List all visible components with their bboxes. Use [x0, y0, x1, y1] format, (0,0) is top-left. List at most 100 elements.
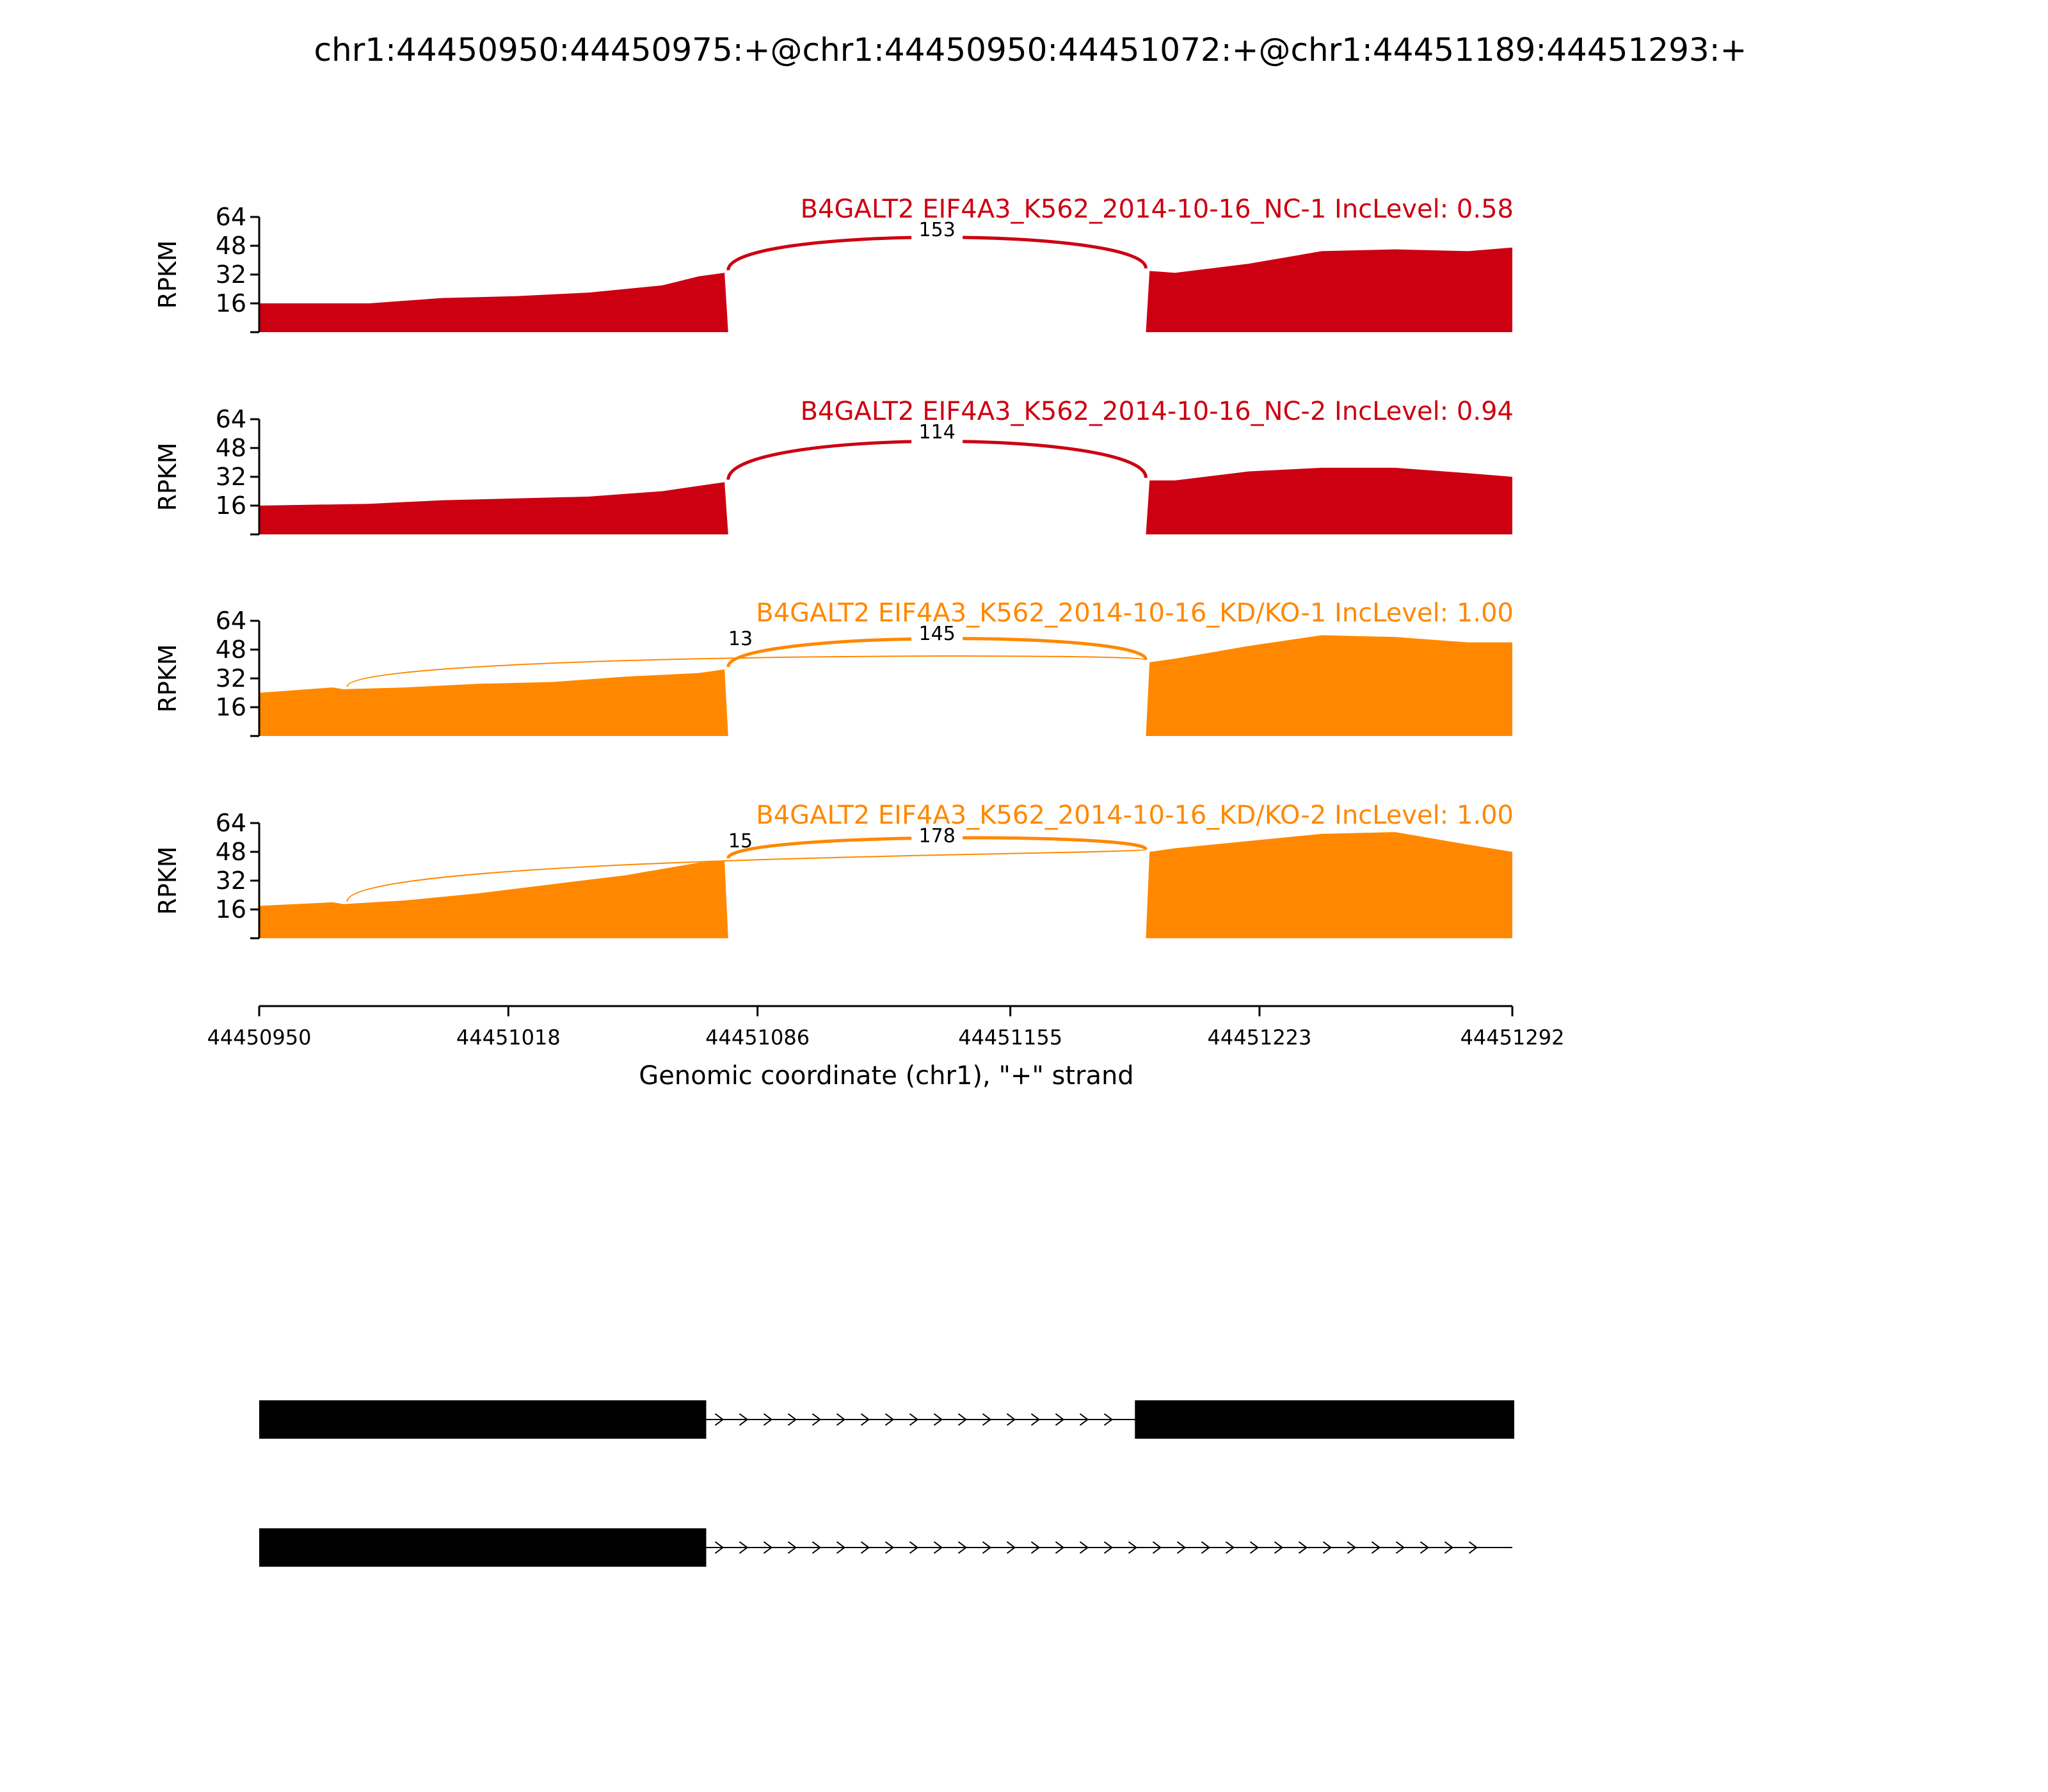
strand-chevron: [1347, 1541, 1357, 1554]
coverage-area: [259, 635, 1512, 736]
strand-chevron: [1176, 1541, 1187, 1554]
coverage-area: [259, 832, 1512, 938]
strand-chevron: [1468, 1541, 1478, 1554]
junction-label-bg: [715, 628, 766, 651]
y-tick-label: 64: [216, 203, 246, 231]
x-tick-label: 44451223: [1208, 1025, 1312, 1050]
y-tick-label: 32: [216, 260, 246, 289]
strand-chevron: [763, 1541, 773, 1554]
panel-title: B4GALT2 EIF4A3_K562_2014-10-16_KD/KO-2 I…: [756, 801, 1514, 830]
y-axis-label: RPKM: [154, 846, 182, 915]
strand-chevron: [1298, 1541, 1308, 1554]
strand-chevron: [1055, 1541, 1065, 1554]
y-tick-label: 64: [216, 405, 246, 433]
strand-chevron: [933, 1413, 943, 1426]
strand-chevron: [1030, 1413, 1041, 1426]
strand-chevron: [1395, 1541, 1405, 1554]
strand-chevron: [763, 1413, 773, 1426]
y-tick-label: 16: [216, 895, 246, 924]
strand-chevron: [860, 1541, 870, 1554]
strand-chevron: [1152, 1541, 1162, 1554]
strand-chevron: [1103, 1541, 1114, 1554]
strand-chevron: [787, 1413, 797, 1426]
y-tick-label: 16: [216, 693, 246, 721]
x-tick-label: 44451292: [1460, 1025, 1565, 1050]
strand-chevron: [1225, 1541, 1235, 1554]
junction-count-label: 178: [919, 825, 956, 847]
isoform-1: [259, 1400, 1514, 1439]
junction-arc: [346, 849, 1147, 902]
junction-count-label: 145: [919, 623, 956, 645]
y-tick-label: 32: [216, 867, 246, 895]
y-tick-label: 16: [216, 289, 246, 317]
figure-title: chr1:44450950:44450975:+@chr1:44450950:4…: [314, 31, 1747, 68]
x-tick-label: 44451018: [456, 1025, 561, 1050]
strand-chevron: [884, 1413, 895, 1426]
strand-chevron: [884, 1541, 895, 1554]
y-tick-label: 32: [216, 463, 246, 491]
x-tick-label: 44451086: [705, 1025, 810, 1050]
strand-chevron: [836, 1413, 846, 1426]
strand-chevron: [836, 1541, 846, 1554]
y-axis-label: RPKM: [154, 240, 182, 308]
strand-chevron: [1274, 1541, 1284, 1554]
strand-chevron: [1420, 1541, 1430, 1554]
junction-count-label: 153: [919, 219, 956, 241]
strand-chevron: [714, 1541, 724, 1554]
y-tick-label: 64: [216, 607, 246, 635]
strand-chevron: [1030, 1541, 1041, 1554]
strand-chevron: [714, 1413, 724, 1426]
strand-chevron: [982, 1413, 992, 1426]
strand-chevron: [1055, 1413, 1065, 1426]
x-tick-label: 44450950: [207, 1025, 312, 1050]
strand-chevron: [957, 1413, 968, 1426]
y-tick-label: 64: [216, 809, 246, 837]
isoform-2: [259, 1528, 1512, 1567]
strand-chevron: [1249, 1541, 1260, 1554]
y-tick-label: 48: [216, 636, 246, 664]
strand-chevron: [1006, 1541, 1016, 1554]
strand-chevron: [860, 1413, 870, 1426]
x-axis: 44450950 44451018 44451086 44451155 44451223…: [207, 1005, 1565, 1050]
strand-chevron: [1322, 1541, 1332, 1554]
strand-chevron: [739, 1413, 749, 1426]
strand-chevron: [1006, 1413, 1016, 1426]
strand-chevron: [739, 1541, 749, 1554]
strand-chevron: [933, 1541, 943, 1554]
strand-chevron: [1201, 1541, 1211, 1554]
exon-block: [259, 1400, 707, 1439]
strand-chevron: [1371, 1541, 1381, 1554]
junction-label-bg: [911, 421, 963, 444]
junction-count-label: 114: [919, 421, 956, 444]
coverage-area: [259, 467, 1512, 534]
strand-chevron: [1079, 1413, 1089, 1426]
junction-label-bg: [911, 825, 963, 848]
panel-title: B4GALT2 EIF4A3_K562_2014-10-16_KD/KO-1 I…: [756, 598, 1514, 628]
y-tick-label: 48: [216, 434, 246, 462]
strand-chevron: [812, 1413, 822, 1426]
strand-chevron: [787, 1541, 797, 1554]
strand-chevron: [1079, 1541, 1089, 1554]
exon-block: [259, 1528, 707, 1567]
junction-arc: [346, 655, 1147, 687]
y-tick-label: 48: [216, 232, 246, 260]
y-tick-label: 16: [216, 492, 246, 520]
junction-label-bg: [911, 219, 963, 242]
strand-chevron: [982, 1541, 992, 1554]
y-tick-label: 48: [216, 838, 246, 866]
panel-title: B4GALT2 EIF4A3_K562_2014-10-16_NC-1 IncL…: [801, 195, 1514, 224]
junction-arc: [726, 440, 1148, 480]
junction-arc: [726, 236, 1148, 271]
strand-chevron: [909, 1541, 919, 1554]
strand-chevron: [1444, 1541, 1454, 1554]
strand-chevron: [1103, 1413, 1114, 1426]
strand-chevron: [957, 1541, 968, 1554]
strand-chevron: [812, 1541, 822, 1554]
strand-chevron: [1128, 1541, 1138, 1554]
junction-count-label: 13: [728, 628, 753, 650]
exon-block: [1135, 1400, 1514, 1439]
strand-chevron: [909, 1413, 919, 1426]
